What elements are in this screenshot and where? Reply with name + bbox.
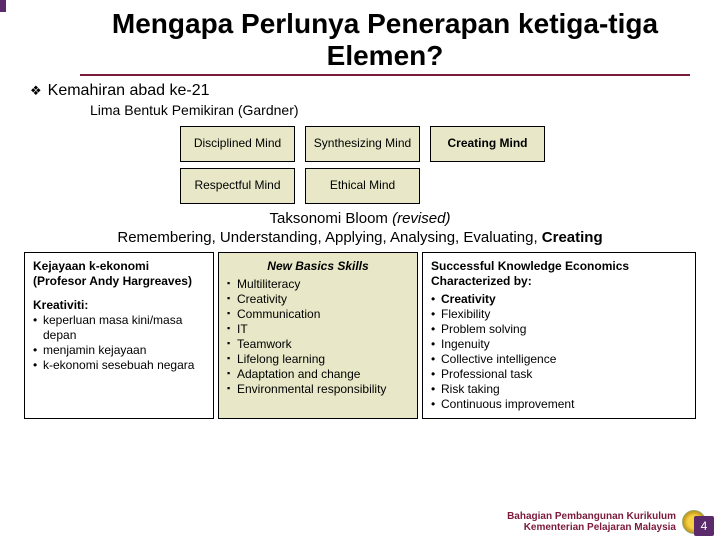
- col3-item-bold: Creativity: [441, 292, 496, 306]
- main-bullet: ❖ Kemahiran abad ke-21: [30, 82, 690, 100]
- col-successful-knowledge: Successful Knowledge Economics Character…: [422, 252, 696, 419]
- footer: Bahagian Pembangunan Kurikulum Kementeri…: [507, 510, 706, 534]
- bloom-revised: (revised): [392, 210, 450, 227]
- footer-line1: Bahagian Pembangunan Kurikulum: [507, 511, 676, 522]
- section-main: ❖ Kemahiran abad ke-21 Lima Bentuk Pemik…: [0, 76, 720, 246]
- col3-item: Professional task: [431, 367, 687, 382]
- col2-item: Environmental responsibility: [227, 382, 409, 397]
- footer-line2: Kementerian Pelajaran Malaysia: [507, 522, 676, 533]
- col2-title-text: New Basics Skills: [267, 259, 368, 273]
- col3-item: Problem solving: [431, 322, 687, 337]
- col2-item: Lifelong learning: [227, 352, 409, 367]
- col3-item: Risk taking: [431, 382, 687, 397]
- col3-item: Collective intelligence: [431, 352, 687, 367]
- sub-heading-gardner: Lima Bentuk Pemikiran (Gardner): [90, 102, 690, 118]
- decor-accent: [0, 0, 6, 12]
- mind-respectful: Respectful Mind: [180, 168, 295, 204]
- col2-item: Teamwork: [227, 337, 409, 352]
- col2-item: Creativity: [227, 292, 409, 307]
- page-number: 4: [694, 516, 714, 536]
- col3-list: Creativity Flexibility Problem solving I…: [431, 292, 687, 412]
- col1-item: menjamin kejayaan: [33, 343, 205, 358]
- diamond-icon: ❖: [30, 83, 42, 99]
- bloom-list: Remembering, Understanding, Applying, An…: [30, 229, 690, 246]
- mind-synthesizing: Synthesizing Mind: [305, 126, 420, 162]
- col2-item: Multiliteracy: [227, 277, 409, 292]
- col3-item: Ingenuity: [431, 337, 687, 352]
- col1-title: Kejayaan k-ekonomi (Profesor Andy Hargre…: [33, 259, 205, 289]
- footer-text: Bahagian Pembangunan Kurikulum Kementeri…: [507, 511, 676, 533]
- col2-item: Adaptation and change: [227, 367, 409, 382]
- minds-grid: Disciplined Mind Synthesizing Mind Creat…: [180, 126, 690, 204]
- col1-sub: Kreativiti:: [33, 298, 205, 313]
- col2-title: New Basics Skills: [227, 259, 409, 274]
- mind-creating: Creating Mind: [430, 126, 545, 162]
- bloom-label: Taksonomi Bloom: [270, 210, 393, 227]
- bloom-heading: Taksonomi Bloom (revised): [30, 210, 690, 227]
- mind-disciplined: Disciplined Mind: [180, 126, 295, 162]
- col3-item: Creativity: [431, 292, 687, 307]
- col2-list: Multiliteracy Creativity Communication I…: [227, 277, 409, 397]
- page-title: Mengapa Perlunya Penerapan ketiga-tiga E…: [80, 0, 690, 76]
- col1-sub-text: Kreativiti:: [33, 298, 88, 312]
- three-column-row: Kejayaan k-ekonomi (Profesor Andy Hargre…: [0, 246, 720, 419]
- col1-item: keperluan masa kini/masa depan: [33, 313, 205, 343]
- col3-item: Flexibility: [431, 307, 687, 322]
- main-bullet-text: Kemahiran abad ke-21: [48, 82, 210, 100]
- col3-title: Successful Knowledge Economics Character…: [431, 259, 687, 289]
- col-kejayaan: Kejayaan k-ekonomi (Profesor Andy Hargre…: [24, 252, 214, 419]
- mind-ethical: Ethical Mind: [305, 168, 420, 204]
- bloom-list-text: Remembering, Understanding, Applying, An…: [117, 229, 541, 246]
- col-new-basics: New Basics Skills Multiliteracy Creativi…: [218, 252, 418, 419]
- bloom-list-bold: Creating: [542, 229, 603, 246]
- col1-list: keperluan masa kini/masa depan menjamin …: [33, 313, 205, 373]
- col2-item: Communication: [227, 307, 409, 322]
- col2-item: IT: [227, 322, 409, 337]
- col1-item: k-ekonomi sesebuah negara: [33, 358, 205, 373]
- col3-item: Continuous improvement: [431, 397, 687, 412]
